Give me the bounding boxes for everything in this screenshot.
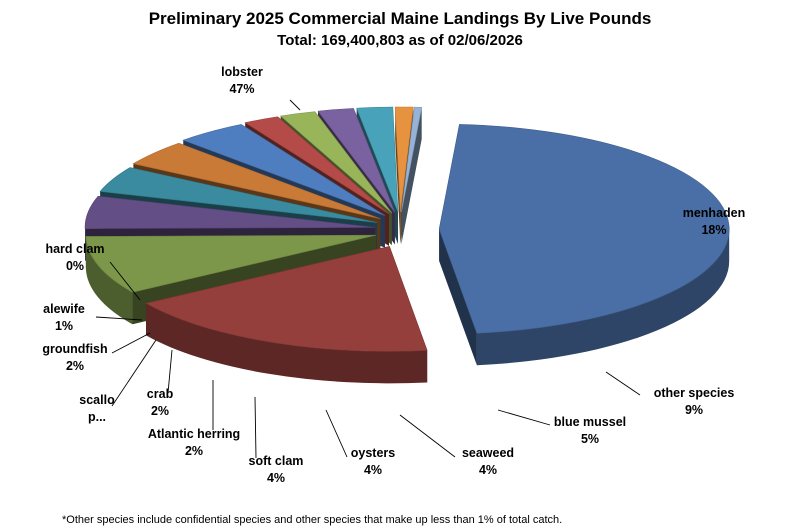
slice-lobster [438, 124, 730, 366]
slice-side-lobster [476, 229, 730, 366]
footnote: *Other species include confidential spec… [62, 514, 562, 526]
slice-top-blue-mussel [84, 195, 376, 229]
leader-other-species [605, 371, 641, 396]
slice-wall-lobster-1 [439, 229, 477, 366]
slice-name-scallo-p: scallo [79, 393, 115, 407]
slice-top-alewife [394, 106, 414, 213]
slice-name-crab: crab [147, 387, 174, 401]
slice-top-atlantic-herring [244, 116, 390, 215]
slice-top-oysters [132, 142, 381, 220]
slice-name-other-species: other species [654, 386, 735, 400]
slice-hard-clam [401, 106, 423, 245]
slice-value-alewife: 1% [55, 319, 73, 333]
slice-wall-hard-clam-1 [401, 107, 422, 245]
slice-name-hard-clam: hard clam [45, 242, 104, 256]
leader-crab [167, 349, 173, 394]
leader-lines [95, 99, 641, 459]
slice-value-soft-clam: 4% [267, 471, 285, 485]
slice-top-other-species [85, 234, 376, 293]
chart-title: Preliminary 2025 Commercial Maine Landin… [149, 9, 652, 28]
slice-name-seaweed: seaweed [462, 446, 514, 460]
slice-name-soft-clam: soft clam [249, 454, 304, 468]
slice-value-crab: 2% [151, 404, 169, 418]
slice-top-menhaden [145, 245, 428, 352]
slice-value-menhaden: 18% [701, 223, 726, 237]
leader-oysters [325, 409, 348, 458]
leader-seaweed [399, 414, 456, 458]
slice-top-groundfish [356, 106, 399, 213]
slice-value-oysters: 4% [364, 463, 382, 477]
slice-name-alewife: alewife [43, 302, 85, 316]
slice-top-hard-clam [401, 106, 423, 213]
slice-top-soft-clam [182, 124, 386, 216]
slice-value-hard-clam: 0% [66, 259, 84, 273]
slice-value-seaweed: 4% [479, 463, 497, 477]
slice-name-lobster: lobster [221, 65, 263, 79]
slice-menhaden [145, 245, 428, 384]
slice-name-menhaden: menhaden [683, 206, 746, 220]
slice-labels: lobster 47% menhaden 18% other species 9% blue… [42, 65, 745, 485]
slice-name-oysters: oysters [351, 446, 396, 460]
leader-hard-clam [109, 261, 141, 301]
leader-groundfish [111, 332, 151, 354]
slice-side-other-species [85, 236, 133, 325]
slice-value-lobster: 47% [229, 82, 254, 96]
leader-soft-clam [254, 396, 257, 459]
slice-name-blue-mussel: blue mussel [554, 415, 626, 429]
slice-top-scallo-p [317, 108, 396, 213]
leader-lobster [289, 99, 301, 111]
slice-wall-alewife-0 [395, 107, 401, 245]
pie-slices [84, 106, 730, 384]
leader-blue-mussel [497, 409, 551, 426]
slice-value-blue-mussel: 5% [581, 432, 599, 446]
slice-top-seaweed [99, 167, 378, 223]
slice-name-scallo-p-1: p... [88, 410, 106, 424]
slice-value-atlantic-herring: 2% [185, 444, 203, 458]
slice-name-groundfish: groundfish [42, 342, 107, 356]
slice-name-atlantic-herring: Atlantic herring [148, 427, 240, 441]
slice-side-menhaden [146, 303, 428, 384]
leader-scallo-p [111, 339, 157, 407]
chart-subtitle: Total: 169,400,803 as of 02/06/2026 [277, 32, 523, 49]
slice-top-crab [279, 111, 393, 214]
leader-alewife [95, 316, 143, 321]
slice-value-other-species: 9% [685, 403, 703, 417]
slice-top-lobster [438, 124, 730, 334]
slice-value-groundfish: 2% [66, 359, 84, 373]
